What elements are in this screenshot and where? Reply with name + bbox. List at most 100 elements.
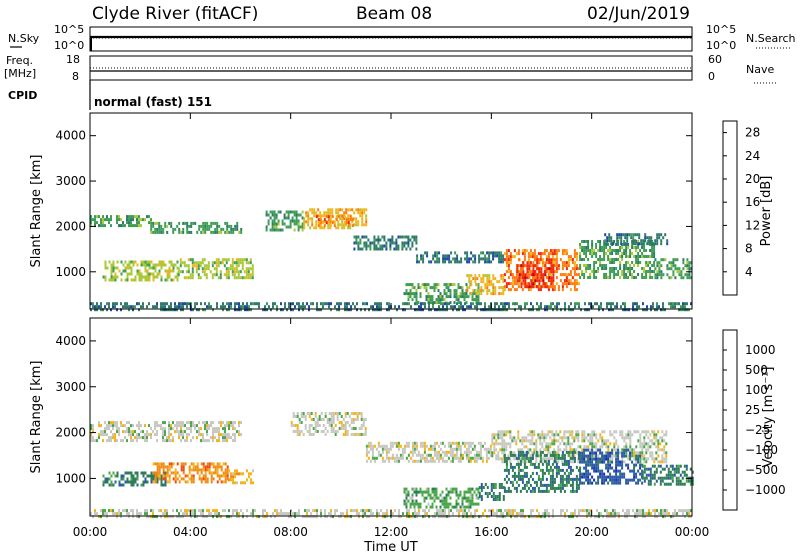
data-cell — [216, 468, 219, 472]
data-cell — [589, 276, 592, 279]
data-cell — [453, 289, 456, 293]
data-cell — [146, 509, 148, 513]
data-cell — [360, 415, 363, 418]
data-cell — [126, 263, 129, 267]
data-cell — [601, 267, 604, 270]
data-cell — [340, 302, 342, 306]
data-cell — [682, 276, 685, 280]
data-cell — [470, 280, 473, 284]
data-cell — [208, 462, 211, 466]
data-cell — [539, 279, 542, 283]
data-cell — [216, 439, 218, 443]
data-cell — [541, 460, 544, 464]
data-cell — [543, 471, 546, 475]
data-cell — [557, 453, 560, 457]
data-cell — [513, 477, 516, 481]
data-cell — [150, 480, 153, 484]
data-cell — [547, 448, 550, 452]
data-cell — [529, 442, 532, 446]
data-cell — [240, 421, 242, 425]
data-cell — [162, 433, 164, 437]
data-cell — [120, 278, 123, 282]
data-cell — [611, 457, 614, 461]
data-cell — [409, 505, 412, 509]
data-cell — [602, 308, 604, 312]
data-cell — [301, 216, 304, 220]
data-cell — [555, 276, 558, 280]
data-cell — [629, 457, 632, 461]
data-cell — [158, 272, 161, 276]
data-cell — [207, 261, 210, 265]
data-cell — [579, 472, 582, 476]
data-cell — [146, 278, 149, 282]
data-cell — [329, 214, 332, 218]
data-cell — [491, 451, 494, 455]
data-cell — [569, 454, 572, 458]
data-cell — [154, 221, 157, 225]
data-cell — [407, 453, 410, 457]
data-cell — [190, 430, 192, 434]
data-cell — [295, 222, 298, 226]
data-cell — [281, 222, 284, 226]
data-cell — [551, 433, 554, 437]
data-cell — [238, 302, 240, 306]
data-cell — [634, 239, 637, 243]
data-cell — [277, 228, 280, 232]
data-cell — [529, 483, 532, 487]
data-cell — [585, 478, 588, 482]
data-cell — [232, 230, 235, 234]
data-cell — [643, 464, 646, 468]
data-cell — [305, 214, 308, 218]
data-cell — [671, 473, 674, 477]
data-cell — [583, 430, 586, 434]
data-cell — [148, 263, 151, 267]
data-cell — [650, 239, 653, 243]
data-cell — [411, 441, 414, 445]
data-cell — [170, 278, 173, 282]
data-cell — [638, 233, 641, 237]
data-cell — [637, 451, 640, 455]
data-cell — [354, 433, 357, 436]
data-cell — [629, 273, 632, 276]
data-cell — [387, 238, 390, 242]
data-cell — [423, 286, 426, 290]
freq-tick-top: 18 — [66, 53, 80, 66]
data-cell — [124, 424, 126, 428]
data-cell — [417, 490, 420, 494]
data-cell — [651, 473, 654, 477]
data-cell — [130, 221, 132, 225]
data-cell — [212, 308, 214, 312]
data-cell — [132, 260, 135, 264]
data-cell — [401, 244, 404, 248]
data-cell — [174, 302, 176, 306]
data-cell — [365, 447, 368, 451]
data-cell — [352, 412, 355, 415]
data-cell — [307, 220, 310, 224]
data-cell — [249, 261, 252, 265]
data-cell — [547, 442, 550, 446]
data-cell — [557, 483, 560, 487]
data-cell — [106, 424, 108, 428]
data-cell — [417, 286, 420, 290]
data-cell — [620, 239, 623, 243]
data-cell — [158, 221, 161, 225]
data-cell — [593, 270, 596, 273]
data-cell — [120, 424, 122, 428]
data-cell — [425, 453, 428, 457]
data-cell — [650, 305, 652, 309]
data-cell — [162, 230, 165, 234]
data-cell — [250, 302, 252, 306]
data-cell — [500, 260, 503, 264]
data-cell — [112, 278, 115, 282]
data-cell — [503, 451, 506, 455]
data-cell — [297, 213, 300, 217]
data-cell — [471, 441, 474, 445]
data-cell — [551, 486, 554, 490]
data-cell — [555, 249, 558, 253]
data-cell — [553, 261, 556, 265]
data-cell — [415, 292, 418, 296]
data-cell — [526, 264, 529, 268]
data-cell — [365, 450, 368, 454]
data-cell — [234, 436, 236, 440]
